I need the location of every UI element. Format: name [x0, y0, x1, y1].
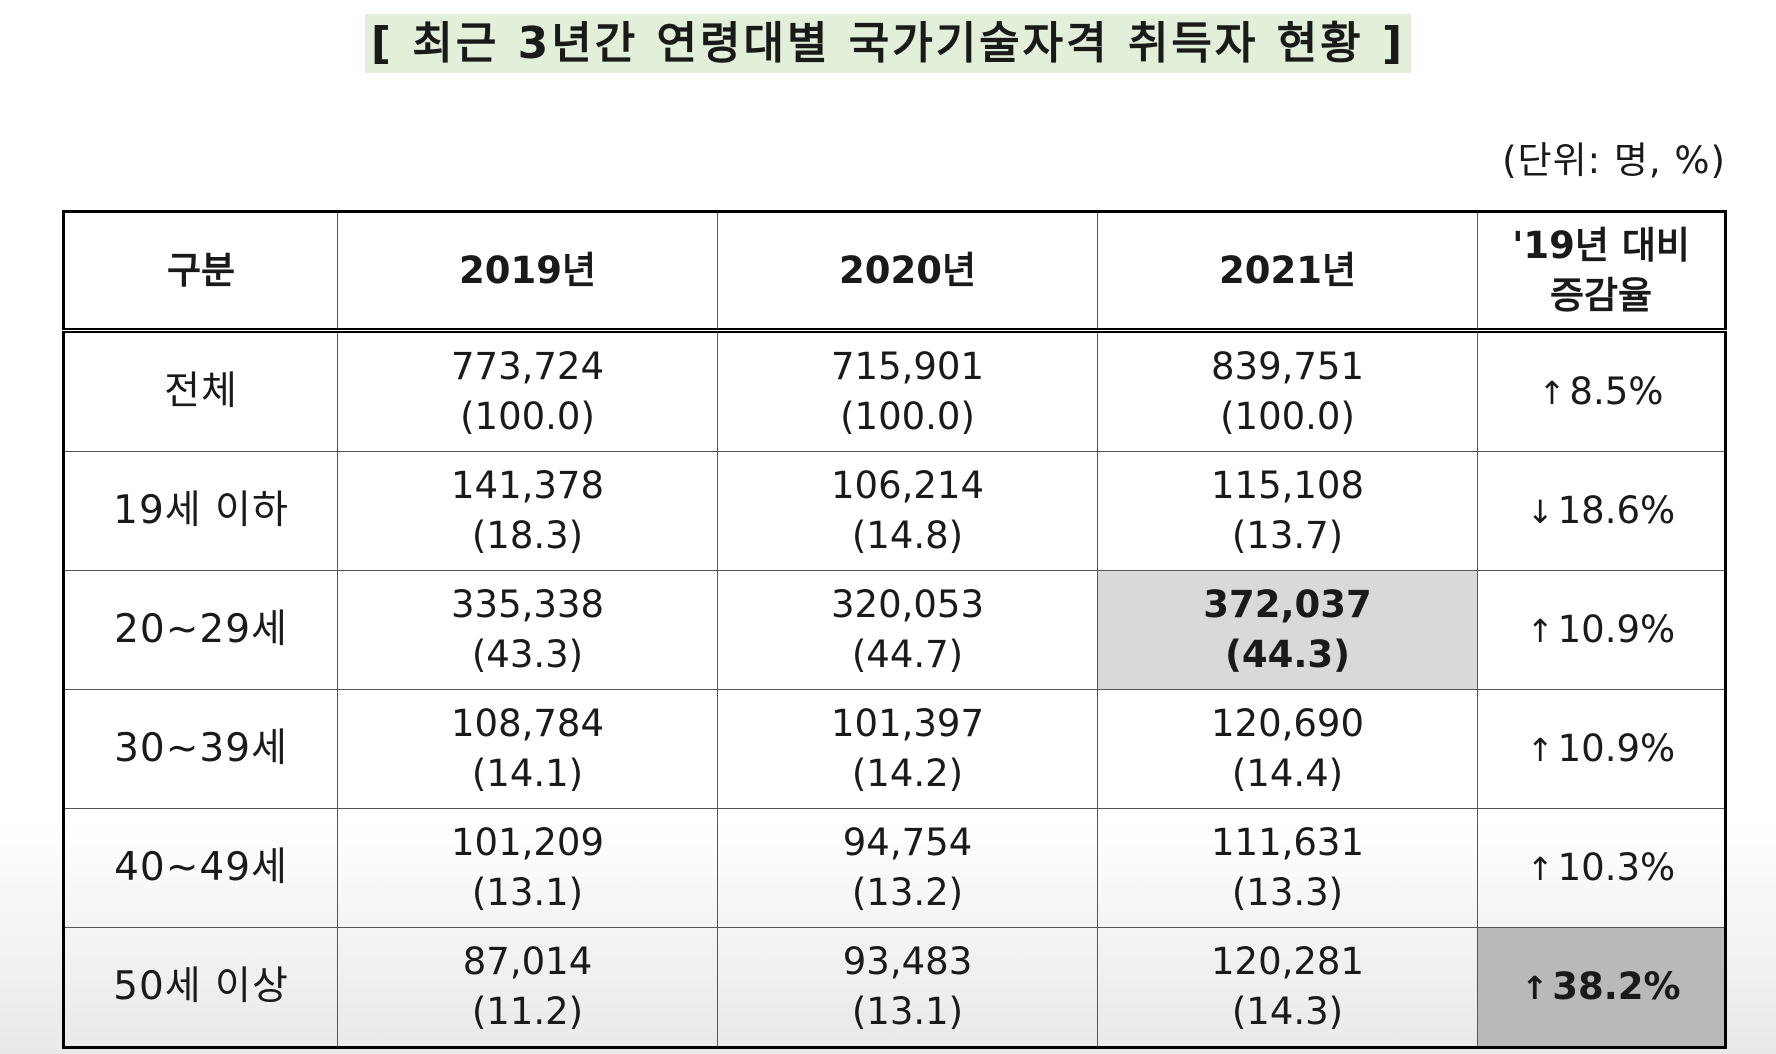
cell-2019: 335,338 (43.3): [337, 570, 718, 690]
header-2021: 2021년: [1097, 211, 1478, 333]
cell-change: ↑ 10.9%: [1477, 689, 1726, 809]
row-label: 30~39세: [63, 689, 338, 809]
count: 101,397: [830, 702, 984, 746]
count: 715,901: [830, 345, 984, 389]
cell-2019: 141,378 (18.3): [337, 451, 718, 571]
cell-2021: 115,108 (13.7): [1097, 451, 1478, 571]
cell-2021: 120,690 (14.4): [1097, 689, 1478, 809]
cell-2019: 108,784 (14.1): [337, 689, 718, 809]
count: 372,037: [1203, 583, 1372, 627]
arrow-up-icon: ↑: [1526, 850, 1554, 889]
count: 335,338: [450, 583, 604, 627]
cell-change: ↑ 10.3%: [1477, 808, 1726, 928]
share: (13.7): [1231, 514, 1344, 557]
header-2019: 2019년: [337, 211, 718, 333]
header-change-label: '19년 대비 증감율: [1512, 223, 1690, 317]
arrow-down-icon: ↓: [1526, 493, 1554, 532]
header-category: 구분: [63, 211, 338, 333]
table-row: 20~29세 335,338 (43.3) 320,053 (44.7) 372,0…: [63, 570, 1726, 690]
cell-2020: 320,053 (44.7): [717, 570, 1098, 690]
page-title-wrap: [ 최근 3년간 연령대별 국가기술자격 취득자 현황 ]: [0, 14, 1776, 73]
count: 94,754: [842, 821, 973, 865]
share: (44.7): [851, 633, 964, 676]
count: 87,014: [462, 940, 593, 984]
cell-2020: 715,901 (100.0): [717, 330, 1098, 452]
share: (13.3): [1231, 871, 1344, 914]
share: (18.3): [471, 514, 584, 557]
count: 115,108: [1210, 464, 1364, 508]
header-2020: 2020년: [717, 211, 1098, 333]
cell-2021-highlight: 372,037 (44.3): [1097, 570, 1478, 690]
count: 773,724: [450, 345, 604, 389]
row-label: 50세 이상: [63, 927, 338, 1048]
count: 106,214: [830, 464, 984, 508]
cell-2019: 773,724 (100.0): [337, 330, 718, 452]
count: 120,281: [1210, 940, 1364, 984]
share: (100.0): [840, 395, 975, 438]
table-row: 40~49세 101,209 (13.1) 94,754 (13.2) 111,63…: [63, 808, 1726, 928]
count: 111,631: [1210, 821, 1364, 865]
unit-note: (단위: 명, %): [1502, 139, 1726, 182]
arrow-up-icon: ↑: [1521, 969, 1549, 1008]
share: (100.0): [1220, 395, 1355, 438]
change-rate: 10.3%: [1557, 846, 1676, 890]
count: 320,053: [830, 583, 984, 627]
share: (43.3): [471, 633, 584, 676]
page-title: [ 최근 3년간 연령대별 국가기술자격 취득자 현황 ]: [364, 14, 1412, 73]
row-label: 40~49세: [63, 808, 338, 928]
count: 141,378: [450, 464, 604, 508]
change-rate: 38.2%: [1552, 965, 1681, 1009]
row-label: 전체: [63, 330, 338, 452]
row-label: 19세 이하: [63, 451, 338, 571]
share: (13.2): [851, 871, 964, 914]
share: (14.3): [1231, 990, 1344, 1033]
arrow-up-icon: ↑: [1526, 612, 1554, 651]
arrow-up-icon: ↑: [1538, 374, 1566, 413]
header-change: '19년 대비 증감율: [1477, 211, 1726, 333]
change-rate: 10.9%: [1557, 727, 1676, 771]
share: (100.0): [460, 395, 595, 438]
cell-change: ↑ 10.9%: [1477, 570, 1726, 690]
cell-2021: 111,631 (13.3): [1097, 808, 1478, 928]
cell-2021: 839,751 (100.0): [1097, 330, 1478, 452]
count: 101,209: [450, 821, 604, 865]
stats-table: 구분 2019년 2020년 2021년 '19년 대비 증감율 전체 773,…: [62, 210, 1727, 1049]
count: 839,751: [1210, 345, 1364, 389]
share: (13.1): [471, 871, 584, 914]
table-row: 전체 773,724 (100.0) 715,901 (100.0) 839,751…: [63, 330, 1726, 452]
cell-change: ↑ 8.5%: [1477, 330, 1726, 452]
cell-change: ↓ 18.6%: [1477, 451, 1726, 571]
share: (14.2): [851, 752, 964, 795]
table-row: 50세 이상 87,014 (11.2) 93,483 (13.1) 120,281…: [63, 927, 1726, 1048]
share: (11.2): [471, 990, 584, 1033]
header-row: 구분 2019년 2020년 2021년 '19년 대비 증감율: [63, 211, 1726, 333]
count: 120,690: [1210, 702, 1364, 746]
arrow-up-icon: ↑: [1526, 731, 1554, 770]
cell-2020: 93,483 (13.1): [717, 927, 1098, 1048]
cell-2019: 87,014 (11.2): [337, 927, 718, 1048]
cell-change-highlight: ↑ 38.2%: [1477, 927, 1726, 1048]
row-label: 20~29세: [63, 570, 338, 690]
share: (14.1): [471, 752, 584, 795]
cell-2020: 94,754 (13.2): [717, 808, 1098, 928]
cell-2019: 101,209 (13.1): [337, 808, 718, 928]
table-row: 19세 이하 141,378 (18.3) 106,214 (14.8) 115,1…: [63, 451, 1726, 571]
count: 108,784: [450, 702, 604, 746]
table-row: 30~39세 108,784 (14.1) 101,397 (14.2) 120,6…: [63, 689, 1726, 809]
change-rate: 8.5%: [1569, 370, 1664, 414]
share: (44.3): [1224, 633, 1351, 676]
cell-2020: 106,214 (14.8): [717, 451, 1098, 571]
count: 93,483: [842, 940, 973, 984]
share: (14.4): [1231, 752, 1344, 795]
change-rate: 18.6%: [1557, 489, 1676, 533]
share: (14.8): [851, 514, 964, 557]
share: (13.1): [851, 990, 964, 1033]
change-rate: 10.9%: [1557, 608, 1676, 652]
cell-2021: 120,281 (14.3): [1097, 927, 1478, 1048]
cell-2020: 101,397 (14.2): [717, 689, 1098, 809]
